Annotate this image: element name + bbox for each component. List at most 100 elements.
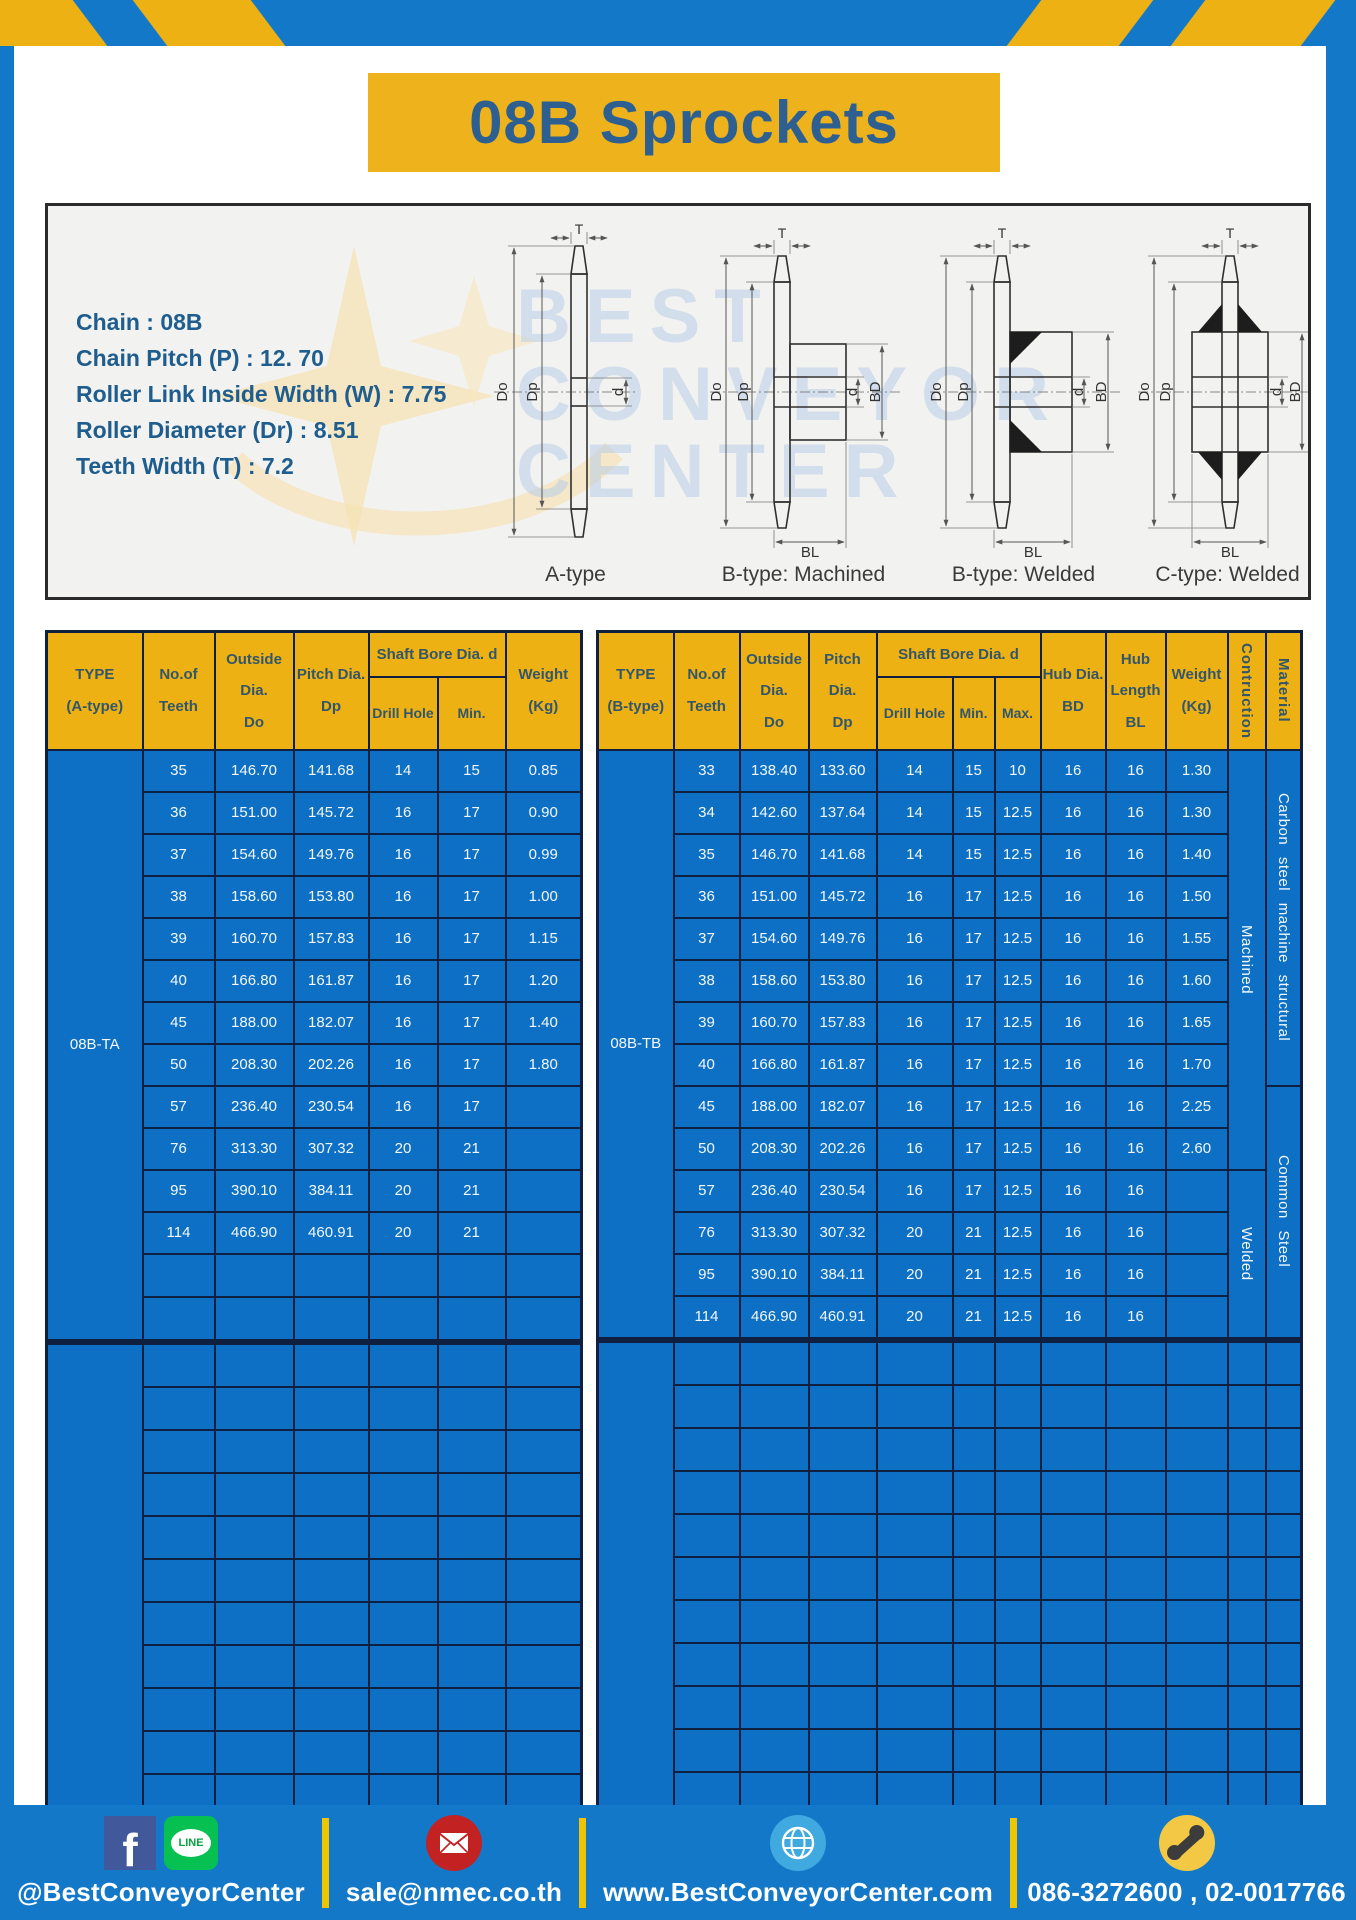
table-row — [598, 1383, 1303, 1429]
line-icon[interactable]: LINE — [164, 1816, 218, 1870]
footer-website-url[interactable]: www.BestConveyorCenter.com — [602, 1877, 993, 1907]
cell — [367, 1557, 439, 1603]
cell — [213, 1471, 295, 1517]
cell — [367, 1600, 439, 1646]
table-row: 40 166.80 161.87 16 17 12.5 16 16 1.70 — [598, 1042, 1302, 1087]
cell: 12.5 — [993, 1252, 1042, 1297]
cell — [1164, 1727, 1229, 1773]
col-header-min: Min. — [436, 675, 507, 751]
footer-email-address[interactable]: sale@nmec.co.th — [345, 1877, 563, 1907]
cell — [672, 1383, 741, 1429]
cell: 10 — [993, 748, 1042, 793]
cell: 16 — [1039, 1000, 1107, 1045]
cell: 57 — [141, 1084, 216, 1129]
material-cell: Common Steel — [1264, 1084, 1303, 1341]
col-header-material: Material — [1264, 630, 1303, 751]
cell: 1.65 — [1164, 1000, 1229, 1045]
cell: 1.15 — [504, 916, 583, 961]
cell: 16 — [1039, 1126, 1107, 1171]
footer: f LINE @BestConveyorCenter sale@nmec.co.… — [0, 1805, 1356, 1920]
cell — [292, 1252, 370, 1298]
cell: 16 — [1104, 1210, 1167, 1255]
footer-phone-numbers[interactable]: 086-3272600 , 02-0017766 — [1027, 1877, 1346, 1907]
cell — [504, 1729, 583, 1775]
watermark-line: CENTER — [516, 429, 913, 515]
cell — [875, 1426, 954, 1472]
dim-label-bd: BD — [1093, 381, 1110, 402]
cell: 1.40 — [504, 1000, 583, 1045]
cell — [738, 1555, 810, 1601]
cell — [292, 1729, 370, 1775]
cell: 37 — [141, 832, 216, 877]
cell: 45 — [672, 1084, 741, 1129]
dim-label-t: T — [1226, 225, 1235, 241]
cell — [213, 1295, 295, 1343]
cell: 154.60 — [738, 916, 810, 961]
cell — [292, 1471, 370, 1517]
footer-divider — [579, 1817, 586, 1908]
dim-label-bl: BL — [801, 544, 819, 559]
watermark-text: BEST CONVEYOR CENTER — [516, 278, 1063, 511]
cell — [213, 1252, 295, 1298]
cell: 14 — [875, 748, 954, 793]
cell — [1039, 1555, 1107, 1601]
cell — [1164, 1294, 1229, 1341]
col-header-pitch-dia: Pitch Dia. Dp — [807, 630, 878, 751]
table-row: 34 142.60 137.64 14 15 12.5 16 16 1.30 — [598, 790, 1302, 835]
cell: 17 — [951, 916, 996, 961]
cell: 2.25 — [1164, 1084, 1229, 1129]
cell: 16 — [1039, 790, 1107, 835]
table-row — [47, 1600, 583, 1646]
cell: 21 — [951, 1252, 996, 1297]
cell — [738, 1641, 810, 1687]
cell: 161.87 — [292, 958, 370, 1003]
cell — [738, 1684, 810, 1730]
dim-label-do: Do — [494, 382, 511, 401]
cell: 16 — [1104, 1042, 1167, 1087]
phone-icon[interactable] — [1158, 1815, 1215, 1871]
cell — [951, 1426, 996, 1472]
cell: 16 — [367, 1000, 439, 1045]
cell: 166.80 — [213, 958, 295, 1003]
cell — [1104, 1598, 1167, 1644]
cell — [993, 1336, 1042, 1386]
dim-label-d: d — [844, 388, 861, 396]
email-icon[interactable] — [426, 1815, 482, 1871]
cell: 16 — [1104, 832, 1167, 877]
col-header-max: Max. — [993, 675, 1042, 751]
diagram-c-type-welded: Do Dp d BD T — [1130, 224, 1308, 587]
cell: 12.5 — [993, 1084, 1042, 1129]
cell — [504, 1338, 583, 1388]
cell: 17 — [951, 1000, 996, 1045]
globe-icon[interactable] — [770, 1815, 826, 1871]
diagram-caption: B-type: Welded — [951, 563, 1096, 586]
cell — [1104, 1336, 1167, 1386]
cell: 40 — [141, 958, 216, 1003]
cell — [951, 1641, 996, 1687]
cell: 16 — [1104, 916, 1167, 961]
cell — [213, 1338, 295, 1388]
cell — [1164, 1684, 1229, 1730]
facebook-icon[interactable]: f — [104, 1816, 156, 1870]
cell — [807, 1641, 878, 1687]
cell — [1164, 1512, 1229, 1558]
cell — [1039, 1383, 1107, 1429]
footer-social-handle[interactable]: @BestConveyorCenter — [17, 1877, 305, 1907]
table-row: 50 208.30 202.26 16 17 1.80 — [47, 1042, 583, 1087]
footer-phone: 086-3272600 , 02-0017766 — [1017, 1805, 1356, 1920]
cell — [875, 1641, 954, 1687]
dim-label-d: d — [1268, 388, 1285, 396]
cell: 14 — [367, 748, 439, 793]
footer-website: www.BestConveyorCenter.com — [586, 1805, 1010, 1920]
cell — [1039, 1598, 1107, 1644]
cell — [141, 1428, 216, 1474]
watermark: BEST CONVEYOR CENTER — [48, 206, 1308, 597]
cell: 21 — [436, 1210, 507, 1255]
dim-label-d: d — [610, 388, 627, 396]
cell — [141, 1643, 216, 1689]
page-title: 08B Sprockets — [469, 89, 899, 156]
cell — [436, 1428, 507, 1474]
cell: 158.60 — [738, 958, 810, 1003]
cell: 21 — [951, 1294, 996, 1341]
